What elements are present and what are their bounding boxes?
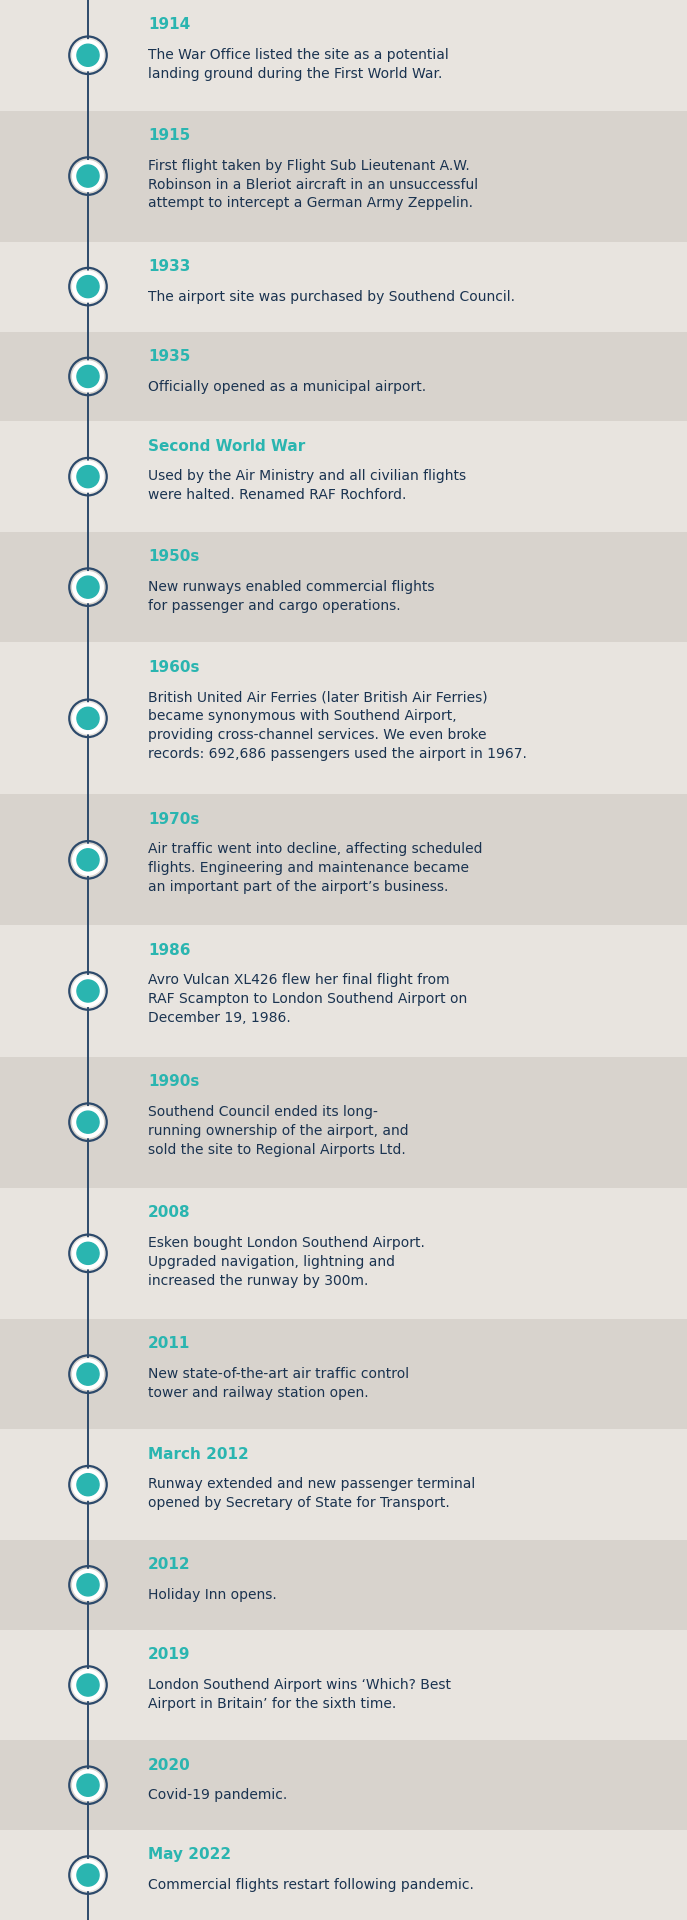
Text: Esken bought London Southend Airport.
Upgraded navigation, lightning and
increas: Esken bought London Southend Airport. Up… [148,1236,425,1288]
Circle shape [73,161,103,192]
FancyBboxPatch shape [0,1630,687,1740]
Text: First flight taken by Flight Sub Lieutenant A.W.
Robinson in a Bleriot aircraft : First flight taken by Flight Sub Lieuten… [148,159,478,211]
Circle shape [77,1864,99,1885]
FancyBboxPatch shape [0,1319,687,1428]
FancyBboxPatch shape [0,242,687,332]
Text: Air traffic went into decline, affecting scheduled
flights. Engineering and main: Air traffic went into decline, affecting… [148,843,482,895]
Text: London Southend Airport wins ‘Which? Best
Airport in Britain’ for the sixth time: London Southend Airport wins ‘Which? Bes… [148,1678,451,1711]
Text: Second World War: Second World War [148,438,305,453]
Circle shape [77,1242,99,1265]
Text: 2011: 2011 [148,1336,190,1352]
Text: March 2012: March 2012 [148,1448,249,1461]
Text: Southend Council ended its long-
running ownership of the airport, and
sold the : Southend Council ended its long- running… [148,1104,409,1156]
Text: New state-of-the-art air traffic control
tower and railway station open.: New state-of-the-art air traffic control… [148,1367,409,1400]
Text: The War Office listed the site as a potential
landing ground during the First Wo: The War Office listed the site as a pote… [148,48,449,81]
Text: Runway extended and new passenger terminal
opened by Secretary of State for Tran: Runway extended and new passenger termin… [148,1478,475,1511]
Circle shape [77,1363,99,1384]
Text: 1915: 1915 [148,129,190,142]
Circle shape [73,40,103,71]
FancyBboxPatch shape [0,643,687,795]
FancyBboxPatch shape [0,0,687,111]
Circle shape [77,1112,99,1133]
Text: 1933: 1933 [148,259,190,275]
Text: 1986: 1986 [148,943,190,958]
Circle shape [73,1670,103,1701]
Circle shape [73,1238,103,1269]
Circle shape [73,975,103,1006]
Circle shape [77,1574,99,1596]
FancyBboxPatch shape [0,532,687,643]
Circle shape [73,1359,103,1390]
FancyBboxPatch shape [0,1056,687,1188]
Text: 2008: 2008 [148,1206,190,1219]
Circle shape [73,703,103,733]
Circle shape [73,1770,103,1801]
Circle shape [77,276,99,298]
Text: British United Air Ferries (later British Air Ferries)
became synonymous with So: British United Air Ferries (later Britis… [148,691,527,762]
FancyBboxPatch shape [0,111,687,242]
FancyBboxPatch shape [0,1830,687,1920]
Text: 1970s: 1970s [148,812,199,826]
FancyBboxPatch shape [0,1188,687,1319]
Circle shape [77,849,99,872]
Circle shape [77,1475,99,1496]
Text: 2019: 2019 [148,1647,190,1663]
Text: 1935: 1935 [148,349,190,363]
Text: Used by the Air Ministry and all civilian flights
were halted. Renamed RAF Rochf: Used by the Air Ministry and all civilia… [148,468,466,503]
Text: New runways enabled commercial flights
for passenger and cargo operations.: New runways enabled commercial flights f… [148,580,434,612]
Text: 2020: 2020 [148,1757,191,1772]
FancyBboxPatch shape [0,1740,687,1830]
Circle shape [77,165,99,186]
Circle shape [77,1674,99,1695]
Text: Covid-19 pandemic.: Covid-19 pandemic. [148,1788,287,1803]
FancyBboxPatch shape [0,925,687,1056]
Text: 1990s: 1990s [148,1073,199,1089]
Circle shape [77,365,99,388]
Circle shape [73,1860,103,1891]
FancyBboxPatch shape [0,1428,687,1540]
Circle shape [73,1106,103,1137]
Circle shape [77,979,99,1002]
FancyBboxPatch shape [0,1540,687,1630]
Text: The airport site was purchased by Southend Council.: The airport site was purchased by Southe… [148,290,515,303]
Circle shape [73,461,103,492]
Circle shape [77,707,99,730]
Circle shape [73,845,103,876]
Circle shape [77,1774,99,1797]
Text: Officially opened as a municipal airport.: Officially opened as a municipal airport… [148,380,426,394]
Text: 1950s: 1950s [148,549,199,564]
Text: 1960s: 1960s [148,660,199,674]
Circle shape [73,361,103,392]
FancyBboxPatch shape [0,795,687,925]
Text: Commercial flights restart following pandemic.: Commercial flights restart following pan… [148,1878,474,1893]
Circle shape [73,1569,103,1599]
Circle shape [73,572,103,603]
Text: Avro Vulcan XL426 flew her final flight from
RAF Scampton to London Southend Air: Avro Vulcan XL426 flew her final flight … [148,973,467,1025]
Circle shape [77,576,99,599]
Circle shape [77,465,99,488]
Text: 2012: 2012 [148,1557,190,1572]
Text: May 2022: May 2022 [148,1847,231,1862]
FancyBboxPatch shape [0,420,687,532]
Text: 1914: 1914 [148,17,190,33]
FancyBboxPatch shape [0,332,687,420]
Circle shape [73,1469,103,1500]
Circle shape [77,44,99,67]
Circle shape [73,271,103,301]
Text: Holiday Inn opens.: Holiday Inn opens. [148,1588,277,1601]
